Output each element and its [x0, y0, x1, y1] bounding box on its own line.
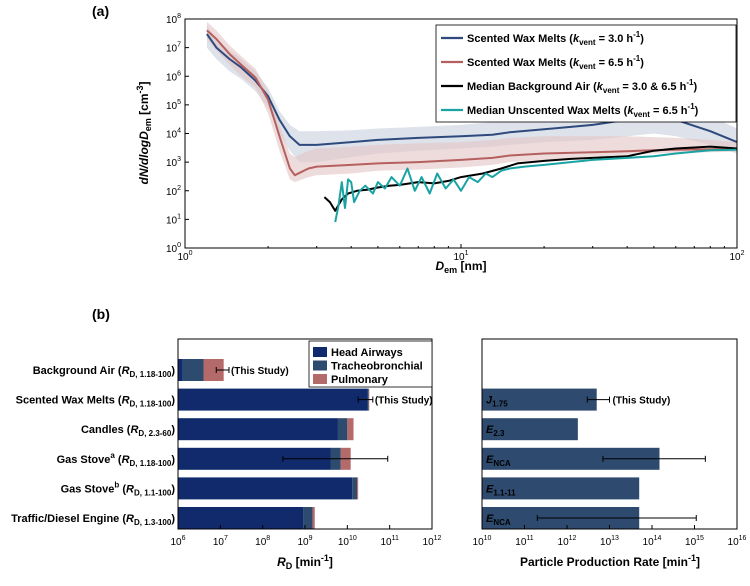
b-right-x-tick-label: 1010	[473, 535, 492, 548]
a-y-tick-label: 106	[166, 70, 181, 83]
bar-tracheobronchial	[182, 359, 204, 381]
legend-a-entry-background: Median Background Air (kvent = 3.0 & 6.5…	[467, 78, 697, 95]
b-right-x-tick-label: 1013	[600, 535, 619, 548]
bar-production-label: ENCA	[486, 454, 511, 468]
bar-production-label: ENCA	[486, 513, 511, 527]
a-x-ticks: 100 101 102	[177, 244, 745, 263]
a-y-axis-label: dN/dlogDem [cm-3]	[135, 81, 153, 184]
legend-a-entries: Scented Wax Melts (kvent = 3.0 h-1) Scent…	[441, 30, 699, 119]
bar-production	[482, 418, 578, 441]
a-y-tick-label: 102	[166, 185, 181, 198]
row-label: Gas Stoveb (RD, 1.1-100)	[61, 480, 176, 497]
row-label: Scented Wax Melts (RD, 1.18-100)	[16, 395, 176, 409]
a-y-tick-label: 100	[166, 242, 181, 255]
a-x-tick-label: 100	[177, 250, 192, 263]
b-right-x-tick-label: 1011	[515, 535, 533, 548]
bar-pulmonary	[347, 418, 354, 441]
b-left-x-tick-label: 1012	[423, 535, 442, 548]
band-scented_3	[206, 25, 737, 163]
panel-a: (a) 100 101 102 10010110210310410510610710…	[92, 3, 745, 275]
bar-note: (This Study)	[375, 396, 433, 407]
bar-pulmonary	[357, 477, 359, 500]
b-right-x-tick-label: 1016	[728, 535, 747, 548]
a-y-tick-label: 103	[166, 156, 181, 169]
a-y-tick-label: 101	[166, 213, 181, 226]
a-y-tick-label: 108	[166, 13, 181, 26]
b-left-x-tick-label: 108	[255, 535, 270, 548]
bar-tracheobronchial	[303, 507, 313, 529]
legend-b-box	[308, 340, 433, 388]
panel-a-label: (a)	[92, 3, 109, 19]
bar-note: (This Study)	[231, 366, 289, 377]
panel-b-label: (b)	[92, 306, 110, 322]
row-label: Traffic/Diesel Engine (RD, 1.3-100)	[11, 513, 175, 527]
b-right-x-tick-label: 1012	[558, 535, 577, 548]
bar-production-label: E2.3	[486, 424, 505, 438]
legend-b-swatch-head-airways	[313, 347, 327, 357]
legend-a: Scented Wax Melts (kvent = 3.0 h-1) Scent…	[435, 24, 737, 123]
b-right-bars: J1.75 (This Study) E2.3 ENCA E1.1-11 ENCA	[482, 388, 706, 529]
a-y-tick-label: 105	[166, 99, 181, 112]
legend-a-entry-scented_65: Scented Wax Melts (kvent = 6.5 h-1)	[467, 54, 644, 71]
b-right-x-tick-label: 1015	[685, 535, 704, 548]
b-left-x-tick-label: 107	[213, 535, 228, 548]
legend-a-entry-unscented: Median Unscented Wax Melts (kvent = 6.5 …	[467, 102, 699, 119]
legend-b-entry-head-airways: Head Airways	[331, 347, 403, 359]
bar-note: (This Study)	[613, 396, 671, 407]
b-right-x-ticks: 1010 1011 1012 1013 1014 1015 1016	[473, 525, 747, 548]
bar-head-airways	[178, 418, 338, 441]
series-line-background	[323, 145, 738, 212]
bar-pulmonary	[203, 359, 224, 381]
series-line-scented_65	[206, 29, 738, 177]
bar-production	[482, 388, 597, 411]
legend-b-entry-tracheobronchial: Tracheobronchial	[331, 361, 423, 373]
a-y-ticks: 100 101 102 103 104 105 106 107 108	[166, 13, 189, 255]
b-left-x-tick-label: 106	[170, 535, 185, 548]
legend-a-entry-scented_3: Scented Wax Melts (kvent = 3.0 h-1)	[467, 30, 644, 47]
b-left-row-labels: Background Air (RD, 1.18-100) Scented Wax…	[11, 365, 175, 527]
a-x-axis-label: Dem [nm]	[435, 259, 486, 275]
a-x-tick-label: 101	[453, 250, 468, 263]
bar-tracheobronchial	[337, 418, 348, 441]
a-y-tick-label: 107	[166, 42, 181, 55]
a-x-tick-label: 102	[729, 250, 744, 263]
legend-b-entry-pulmonary: Pulmonary	[331, 374, 389, 386]
bar-production-label: J1.75	[486, 395, 508, 409]
bar-head-airways	[178, 477, 353, 500]
bar-head-airways	[178, 359, 183, 381]
row-label: Background Air (RD, 1.18-100)	[33, 365, 176, 379]
row-label: Gas Stovea (RD, 1.18-100)	[57, 451, 176, 468]
legend-a-box	[435, 24, 737, 123]
bar-head-airways	[178, 388, 368, 411]
b-right-x-axis-label: Particle Production Rate [min-1]	[520, 553, 700, 569]
panel-b: (b) (This Study)(This Study) 106 107 108 10…	[11, 306, 746, 571]
series-line-unscented	[334, 148, 738, 223]
b-left-bars: (This Study) (This Study)	[178, 359, 433, 529]
b-left-x-tick-label: 1011	[380, 535, 398, 548]
bar-production-label: E1.1-11	[486, 483, 516, 497]
bar-production	[482, 477, 640, 500]
row-label: Candles (RD, 2.3-60)	[81, 424, 175, 438]
bar-pulmonary	[312, 507, 315, 529]
b-left-x-tick-label: 109	[297, 535, 312, 548]
b-right-x-tick-label: 1014	[643, 535, 662, 548]
band-scented_65	[206, 21, 737, 183]
bar-head-airways	[178, 447, 331, 470]
legend-b-swatch-tracheobronchial	[313, 360, 327, 371]
a-y-tick-label: 104	[166, 128, 181, 141]
bar-head-airways	[178, 507, 304, 529]
bar-production	[482, 447, 660, 470]
legend-b-swatch-pulmonary	[313, 374, 327, 384]
b-left-x-ticks: 106 107 108 109 1010 1011 1012	[170, 525, 442, 548]
b-left-x-tick-label: 1010	[338, 535, 357, 548]
a-bands	[206, 21, 737, 183]
bar-tracheobronchial	[352, 477, 358, 500]
b-left-x-axis-label: RD [min-1]	[277, 553, 333, 571]
